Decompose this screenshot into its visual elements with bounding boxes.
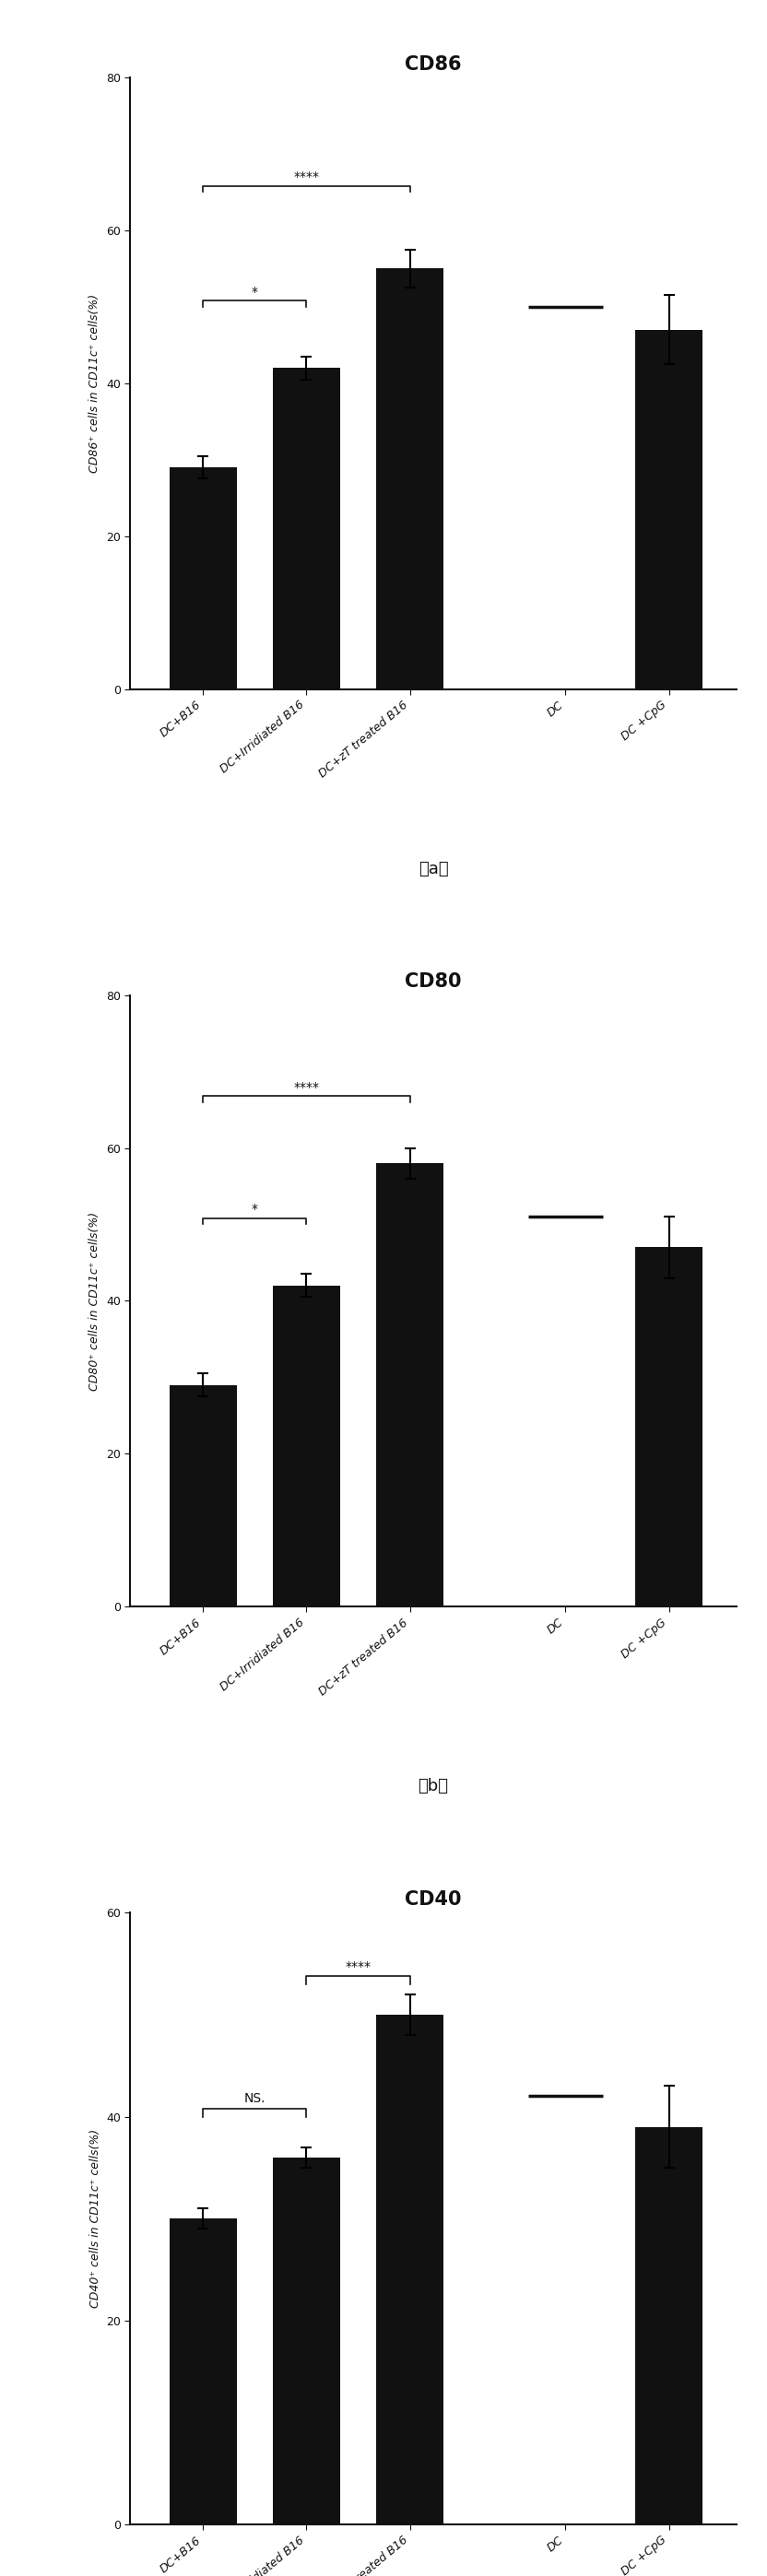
Text: （a）: （a） xyxy=(418,860,449,876)
Text: *: * xyxy=(252,1203,258,1216)
Text: ****: **** xyxy=(294,170,319,183)
Bar xyxy=(377,268,444,688)
Y-axis label: CD80⁺ cells in CD11c⁺ cells(%): CD80⁺ cells in CD11c⁺ cells(%) xyxy=(89,1211,101,1391)
Title: CD86: CD86 xyxy=(405,54,462,72)
Text: *: * xyxy=(252,286,258,299)
Bar xyxy=(635,2128,703,2524)
Bar xyxy=(170,2218,236,2524)
Text: ****: **** xyxy=(294,1082,319,1095)
Text: （b）: （b） xyxy=(418,1777,449,1795)
Y-axis label: CD40⁺ cells in CD11c⁺ cells(%): CD40⁺ cells in CD11c⁺ cells(%) xyxy=(89,2130,101,2308)
Title: CD80: CD80 xyxy=(405,974,462,992)
Bar xyxy=(377,2014,444,2524)
Bar xyxy=(377,1164,444,1607)
Bar xyxy=(170,1386,236,1607)
Bar xyxy=(273,1285,340,1607)
Bar xyxy=(273,2156,340,2524)
Text: NS.: NS. xyxy=(244,2092,265,2105)
Bar xyxy=(635,330,703,688)
Bar xyxy=(635,1247,703,1607)
Text: ****: **** xyxy=(345,1960,371,1973)
Bar xyxy=(170,466,236,688)
Y-axis label: CD86⁺ cells in CD11c⁺ cells(%): CD86⁺ cells in CD11c⁺ cells(%) xyxy=(89,294,101,471)
Bar xyxy=(273,368,340,688)
Title: CD40: CD40 xyxy=(405,1891,462,1909)
